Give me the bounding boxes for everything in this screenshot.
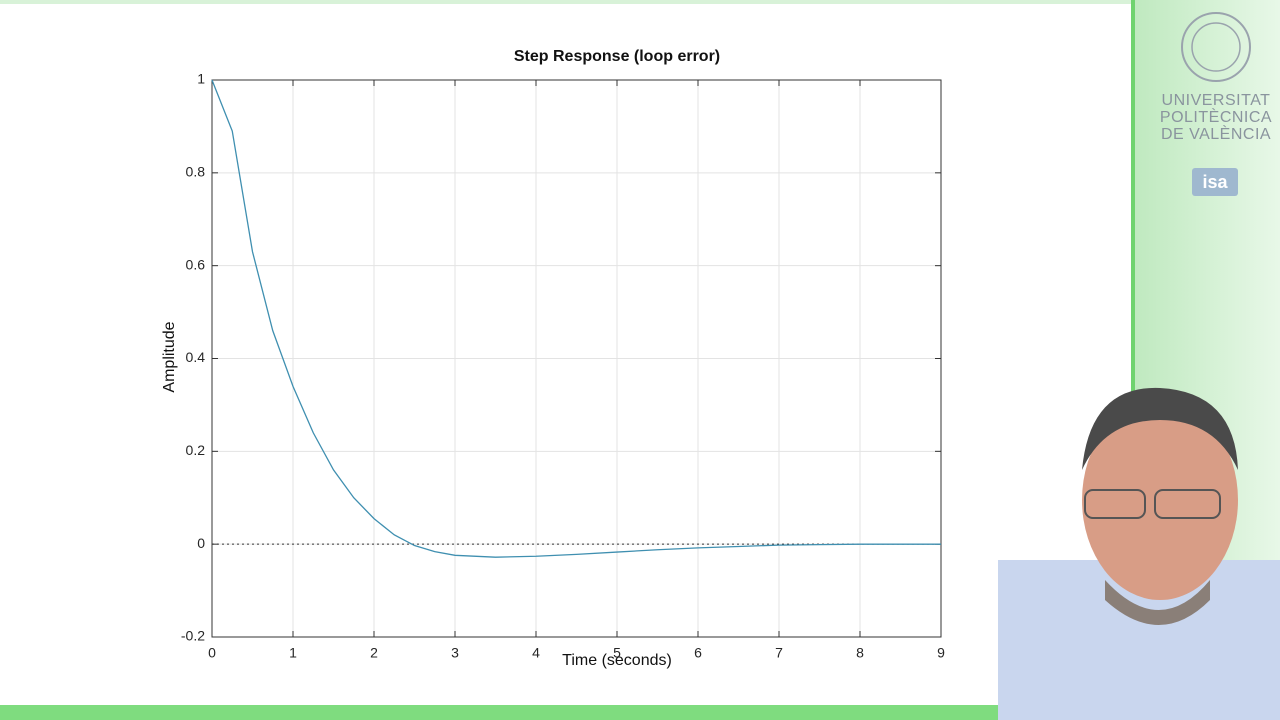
y-tick-label: -0.2 (181, 628, 205, 644)
y-tick-label: 0.4 (186, 349, 206, 365)
bottom-bar (0, 705, 1280, 720)
data-line (211, 79, 941, 558)
brand-line: DE VALÈNCIA (1161, 124, 1271, 143)
logo-seal-inner (1191, 22, 1241, 72)
x-tick-label: 5 (613, 645, 621, 661)
x-tick-label: 0 (208, 645, 216, 661)
x-tick-label: 2 (370, 645, 378, 661)
x-axis-label: Time (seconds) (562, 652, 672, 669)
plot-frame (211, 79, 942, 638)
badge (1192, 168, 1238, 196)
y-tick-label: 0.6 (186, 256, 206, 272)
x-tick-label: 7 (775, 645, 783, 661)
top-bar (0, 0, 1131, 4)
y-tick-label: 0.8 (186, 164, 206, 180)
y-tick-label: 0 (197, 535, 205, 551)
glasses (1084, 489, 1146, 519)
chart: Step Response (loop error) Time (seconds… (161, 48, 945, 669)
x-tick-label: 6 (694, 645, 702, 661)
x-tick-label: 4 (532, 645, 540, 661)
y-tick-label: 0.2 (186, 442, 206, 458)
panel-border (1131, 0, 1135, 700)
chart-title: Step Response (loop error) (514, 48, 720, 65)
glasses (1154, 489, 1221, 519)
badge-text: isa (1202, 172, 1228, 192)
y-tick-label: 1 (197, 71, 205, 87)
presenter-head (1082, 400, 1238, 600)
logo-seal (1181, 12, 1251, 82)
brand-line: UNIVERSITAT (1162, 92, 1271, 109)
presenter-hair (1082, 387, 1238, 470)
y-axis-label: Amplitude (161, 321, 178, 392)
presenter (998, 387, 1280, 720)
brand-line: POLITÈCNICA (1160, 107, 1272, 126)
x-tick-label: 3 (451, 645, 459, 661)
presenter-beard (1105, 580, 1210, 625)
x-tick-label: 1 (289, 645, 297, 661)
x-tick-label: 9 (937, 645, 945, 661)
x-tick-label: 8 (856, 645, 864, 661)
